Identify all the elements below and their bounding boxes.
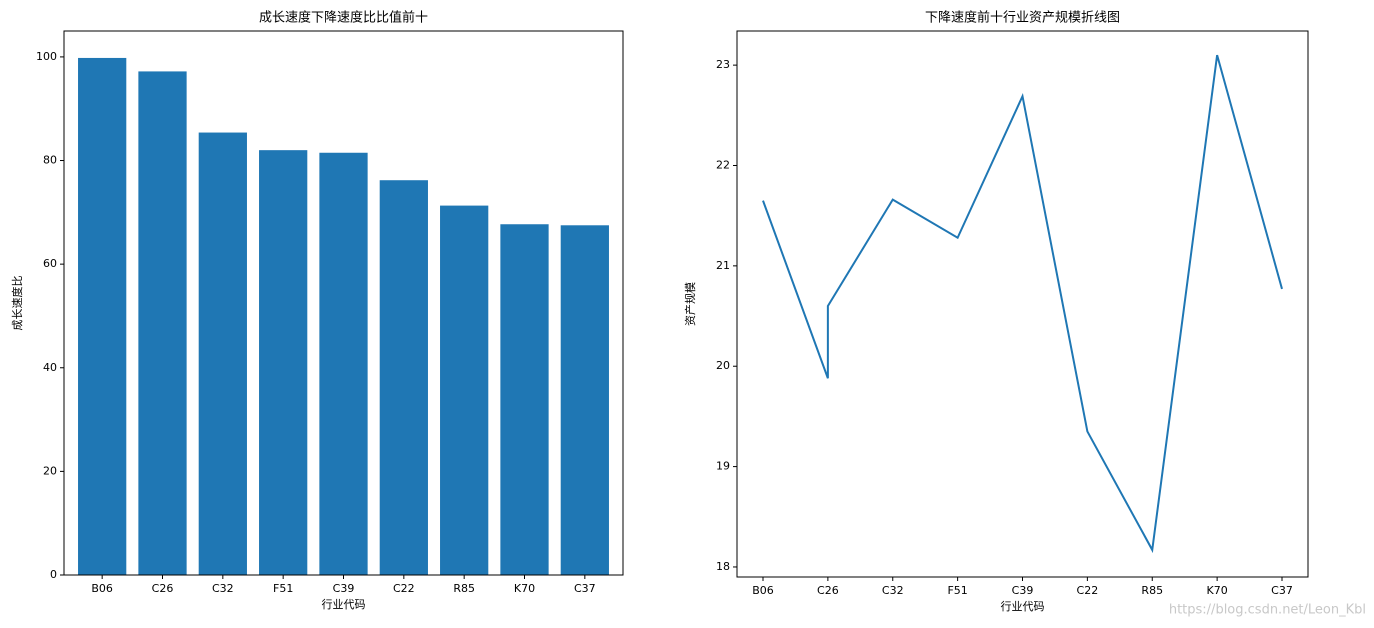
x-tick-label: C22 <box>1077 584 1099 597</box>
bar <box>379 180 428 575</box>
x-axis-label: 行业代码 <box>1001 600 1045 613</box>
axes-frame <box>736 30 1309 578</box>
y-tick-label: 18 <box>716 560 730 573</box>
bar <box>319 152 368 575</box>
x-tick-label: C32 <box>882 584 904 597</box>
axes-frame <box>63 30 624 576</box>
y-tick-label: 20 <box>43 464 57 477</box>
x-tick-label: R85 <box>453 582 475 595</box>
y-axis-label: 成长速度比 <box>10 276 24 331</box>
y-tick-label: 20 <box>716 359 730 372</box>
chart-title: 成长速度下降速度比比值前十 <box>259 10 428 26</box>
x-tick-label: B06 <box>91 582 113 595</box>
y-tick-label: 0 <box>50 568 57 581</box>
y-tick-label: 40 <box>43 361 57 374</box>
watermark: https://blog.csdn.net/Leon_Kbl <box>1169 603 1366 618</box>
x-tick-label: K70 <box>514 582 535 595</box>
x-tick-label: F51 <box>273 582 293 595</box>
bar <box>440 205 489 576</box>
y-tick-label: 21 <box>716 259 730 272</box>
y-tick-label: 80 <box>43 154 57 167</box>
bar <box>560 225 609 576</box>
x-tick-label: C26 <box>152 582 174 595</box>
x-tick-label: K70 <box>1207 584 1228 597</box>
y-tick-label: 23 <box>716 58 730 71</box>
y-axis-label: 资产规模 <box>683 282 697 326</box>
x-tick-label: C32 <box>212 582 234 595</box>
x-tick-label: C37 <box>574 582 596 595</box>
x-tick-label: F51 <box>947 584 967 597</box>
x-tick-label: B06 <box>752 584 774 597</box>
y-tick-label: 60 <box>43 257 57 270</box>
x-tick-label: C39 <box>333 582 355 595</box>
x-tick-label: C39 <box>1012 584 1034 597</box>
bar <box>138 71 187 575</box>
y-tick-label: 100 <box>36 50 57 63</box>
y-tick-label: 19 <box>716 460 730 473</box>
x-axis-label: 行业代码 <box>322 598 366 611</box>
bar <box>259 150 308 575</box>
x-tick-label: R85 <box>1141 584 1163 597</box>
bar <box>500 224 549 576</box>
x-tick-label: C26 <box>817 584 839 597</box>
x-tick-label: C22 <box>393 582 415 595</box>
chart-title: 下降速度前十行业资产规模折线图 <box>925 10 1120 26</box>
line <box>762 54 1283 554</box>
y-tick-label: 22 <box>716 158 730 171</box>
x-tick-label: C37 <box>1271 584 1293 597</box>
bar <box>78 57 127 575</box>
bar <box>198 132 247 575</box>
